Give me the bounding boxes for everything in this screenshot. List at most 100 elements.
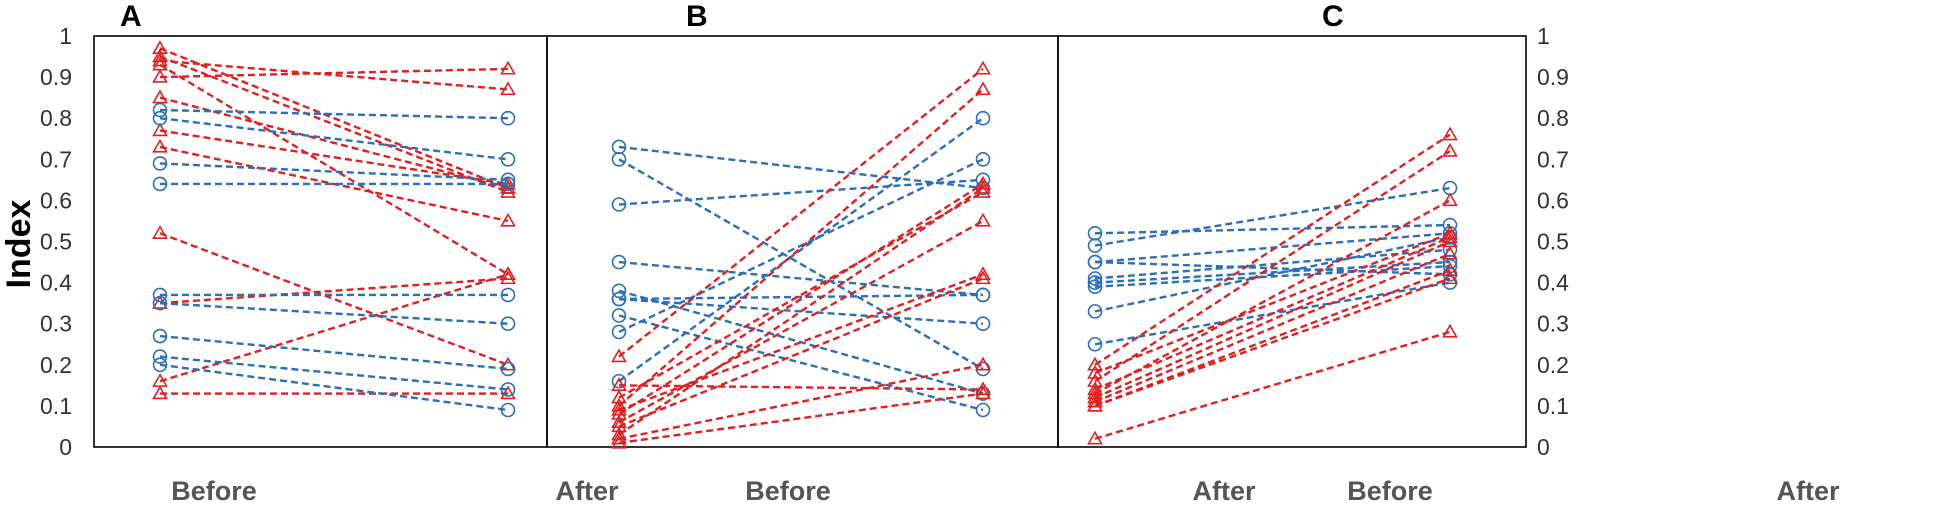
series-segment <box>159 63 509 276</box>
series-segment <box>618 191 984 399</box>
series-segment <box>618 219 984 424</box>
series-line <box>611 110 991 389</box>
series-segment <box>618 289 984 395</box>
y-ticks-left: 0 0.1 0.2 0.3 0.4 0.5 0.6 0.7 0.8 0.9 1 <box>40 23 72 460</box>
panel-a-series <box>152 40 516 418</box>
panel-c-series <box>1087 126 1458 445</box>
series-segment <box>618 363 984 440</box>
circle-marker <box>500 316 516 332</box>
series-line <box>152 349 516 397</box>
y-tick-right: 0.5 <box>1537 229 1569 255</box>
triangle-marker <box>152 122 168 137</box>
y-tick-left: 0.1 <box>40 393 72 419</box>
triangle-marker <box>152 52 168 67</box>
series-segment <box>618 88 984 407</box>
series-segment <box>159 55 509 194</box>
series-segment <box>618 187 984 436</box>
y-tick-right: 0.1 <box>1537 393 1569 419</box>
series-segment <box>159 363 509 412</box>
circle-marker <box>1087 336 1103 352</box>
series-segment <box>159 67 509 79</box>
series-segment <box>1094 260 1451 276</box>
circle-marker <box>1087 254 1103 270</box>
series-segment <box>159 277 509 305</box>
series-line <box>611 172 991 212</box>
y-tick-left: 0.8 <box>40 105 72 131</box>
series-line <box>611 356 991 445</box>
y-tick-left: 0 <box>59 434 72 460</box>
series-segment <box>618 158 984 334</box>
triangle-marker <box>152 225 168 239</box>
triangle-marker <box>1442 142 1458 157</box>
y-tick-right: 0.9 <box>1537 64 1569 90</box>
series-segment <box>618 117 984 383</box>
triangle-marker <box>1442 192 1458 207</box>
y-tick-left: 0.4 <box>40 270 72 296</box>
series-segment <box>159 162 509 182</box>
circle-marker <box>500 176 516 192</box>
series-line <box>152 357 516 418</box>
series-line <box>611 152 991 340</box>
series-line <box>152 60 516 83</box>
circle-marker <box>152 357 168 373</box>
circle-marker <box>975 316 991 332</box>
x-label-c-after: After <box>1776 476 1839 506</box>
y-axis-label: Index <box>0 200 38 289</box>
series-segment <box>159 117 509 161</box>
triangle-marker <box>975 385 991 400</box>
y-tick-right: 0.2 <box>1537 352 1569 378</box>
triangle-marker <box>1087 389 1103 404</box>
triangle-marker <box>1087 364 1103 379</box>
series-line <box>1087 270 1458 412</box>
series-segment <box>618 277 984 428</box>
circle-marker <box>500 402 516 418</box>
series-segment <box>1094 252 1451 403</box>
series-segment <box>1094 133 1451 366</box>
series-line <box>1087 229 1458 396</box>
x-label-a-before: Before <box>171 476 257 506</box>
circle-marker <box>152 349 168 364</box>
series-line <box>611 179 991 441</box>
series-line <box>1087 142 1458 387</box>
series-line <box>1087 323 1458 445</box>
triangle-marker <box>500 385 516 400</box>
triangle-marker <box>611 348 627 363</box>
series-segment <box>1094 248 1451 280</box>
triangle-marker <box>1087 356 1103 371</box>
circle-marker <box>611 197 627 212</box>
circle-marker <box>152 287 168 303</box>
panel-letter-c: C <box>1322 0 1344 33</box>
circle-marker <box>152 176 168 192</box>
triangle-marker <box>1087 430 1103 445</box>
series-line <box>152 266 516 387</box>
series-segment <box>618 260 984 297</box>
series-segment <box>1094 236 1451 391</box>
series-segment <box>159 129 509 186</box>
triangle-marker <box>1087 397 1103 412</box>
circle-marker <box>611 283 627 299</box>
circle-marker <box>500 382 516 397</box>
series-segment <box>159 47 509 190</box>
circle-marker <box>152 156 168 171</box>
circle-marker <box>611 308 627 323</box>
y-tick-left: 1 <box>59 23 72 49</box>
circle-marker <box>1442 254 1458 270</box>
triangle-marker <box>975 60 991 75</box>
series-segment <box>618 145 984 190</box>
series-line <box>611 81 991 412</box>
triangle-marker <box>611 434 627 449</box>
triangle-marker <box>1442 323 1458 338</box>
series-line <box>611 385 991 449</box>
y-ticks-right: 0 0.1 0.2 0.3 0.4 0.5 0.6 0.7 0.8 0.9 1 <box>1537 23 1569 460</box>
triangle-marker <box>500 81 516 96</box>
triangle-marker <box>975 356 991 371</box>
circle-marker <box>611 324 627 340</box>
panel-b-series <box>611 60 991 449</box>
y-tick-right: 0.8 <box>1537 105 1569 131</box>
triangle-marker <box>500 266 516 281</box>
triangle-marker <box>500 179 516 194</box>
x-label-c-before: Before <box>1347 476 1433 506</box>
series-segment <box>618 293 984 301</box>
triangle-marker <box>975 179 991 194</box>
circle-marker <box>1087 238 1103 253</box>
